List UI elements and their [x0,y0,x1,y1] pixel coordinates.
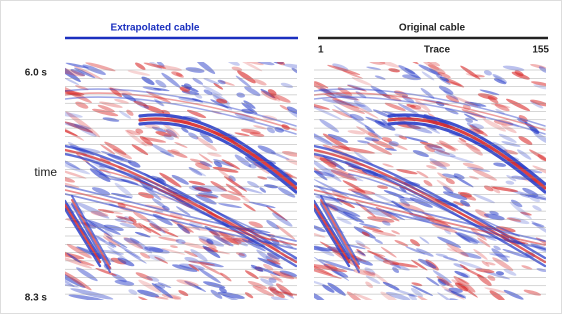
trace-label: Trace [424,45,451,56]
right-title: Original cable [399,23,466,34]
seismic-figure: Extrapolated cable Original cable 1 Trac… [0,0,562,314]
right-panel [296,57,556,309]
trace-start: 1 [318,45,324,56]
time-label: time [34,165,57,179]
left-title: Extrapolated cable [111,23,200,34]
time-top: 6.0 s [25,68,48,79]
trace-end: 155 [532,45,549,56]
time-bottom: 8.3 s [25,293,48,304]
left-panel [50,57,307,307]
figure: Extrapolated cable Original cable 1 Trac… [0,0,562,314]
